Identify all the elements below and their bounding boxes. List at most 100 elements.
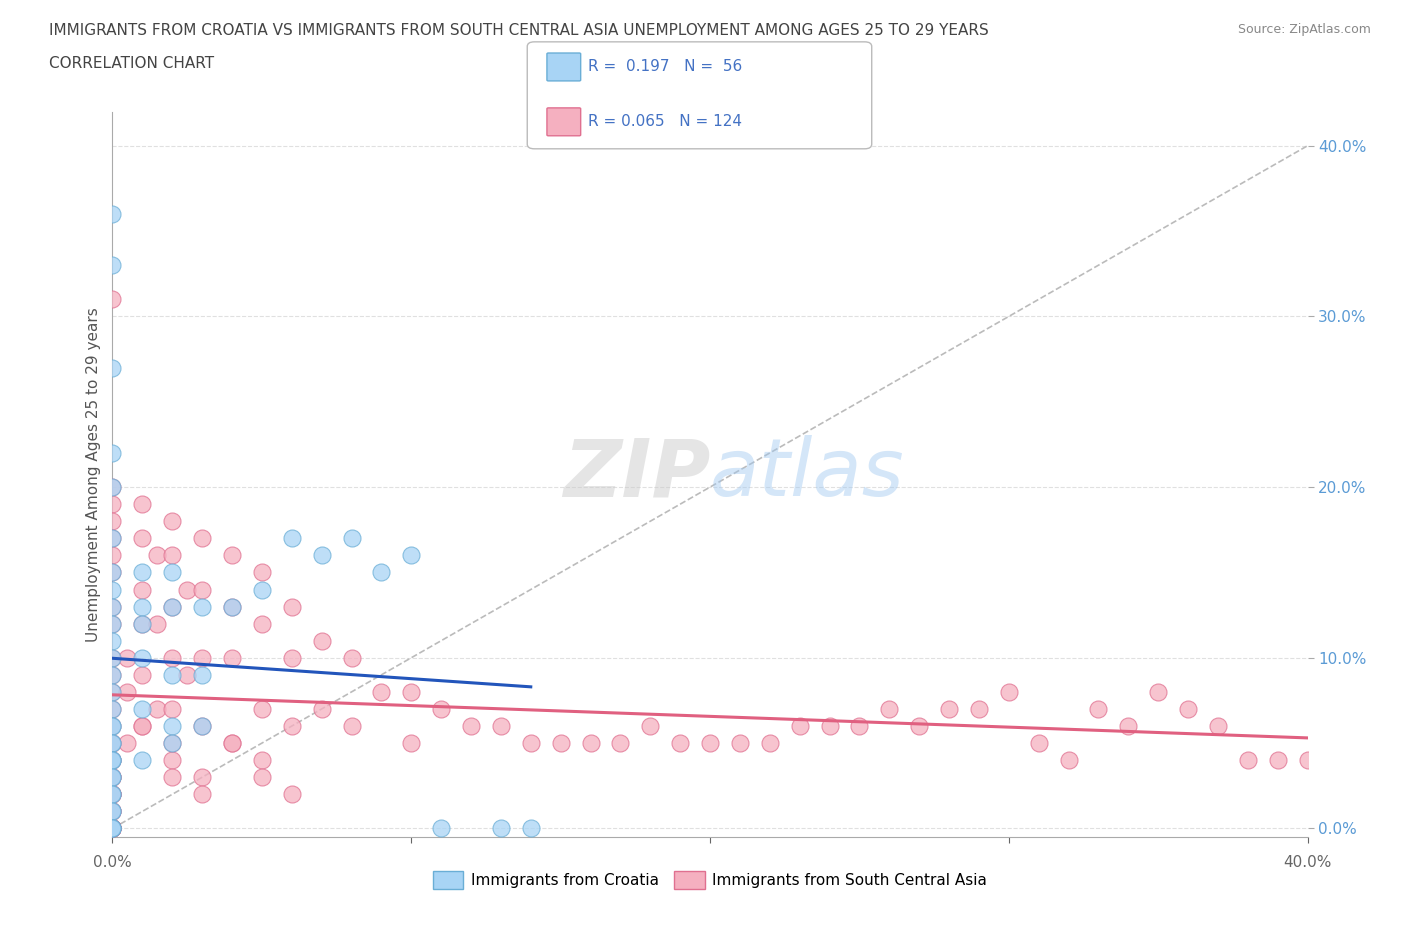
Point (162, 650, 183, 665)
Point (101, 821, 124, 836)
Point (101, 292, 124, 307)
Point (101, 480, 124, 495)
Point (191, 719, 214, 734)
Point (221, 599, 243, 614)
Point (101, 804, 124, 818)
Point (370, 565, 392, 580)
Point (162, 736, 183, 751)
Point (520, 736, 543, 751)
Point (101, 497, 124, 512)
Point (728, 736, 751, 751)
Point (311, 548, 333, 563)
Point (101, 752, 124, 767)
Point (311, 701, 333, 716)
Point (101, 599, 124, 614)
Y-axis label: Unemployment Among Ages 25 to 29 years: Unemployment Among Ages 25 to 29 years (86, 307, 101, 642)
Point (101, 701, 124, 716)
Point (131, 719, 153, 734)
Point (131, 565, 153, 580)
Point (101, 821, 124, 836)
Point (101, 617, 124, 631)
Point (101, 701, 124, 716)
Point (370, 684, 392, 699)
Point (101, 821, 124, 836)
Point (401, 736, 423, 751)
Point (281, 719, 304, 734)
Point (221, 548, 243, 563)
Point (101, 736, 124, 751)
Point (131, 668, 153, 683)
Point (221, 650, 243, 665)
Point (101, 821, 124, 836)
Point (101, 770, 124, 785)
Point (101, 668, 124, 683)
Point (101, 752, 124, 767)
Point (640, 719, 662, 734)
Point (131, 617, 153, 631)
Point (221, 736, 243, 751)
Point (131, 752, 153, 767)
Point (131, 719, 153, 734)
Point (101, 821, 124, 836)
Text: R =  0.197   N =  56: R = 0.197 N = 56 (588, 60, 742, 74)
Point (281, 599, 304, 614)
Point (101, 770, 124, 785)
Point (101, 599, 124, 614)
Point (101, 821, 124, 836)
Point (101, 821, 124, 836)
Point (101, 752, 124, 767)
Point (191, 650, 214, 665)
Point (162, 668, 183, 683)
Point (131, 599, 153, 614)
Point (101, 633, 124, 648)
Point (101, 770, 124, 785)
Text: 0.0%: 0.0% (93, 856, 132, 870)
Point (101, 565, 124, 580)
Point (699, 736, 721, 751)
Point (101, 787, 124, 802)
Point (250, 701, 273, 716)
Point (101, 821, 124, 836)
Point (1147, 684, 1170, 699)
Point (101, 821, 124, 836)
Point (401, 684, 423, 699)
Point (131, 582, 153, 597)
Point (101, 736, 124, 751)
Point (101, 650, 124, 665)
Point (101, 548, 124, 563)
Point (1087, 701, 1109, 716)
Point (101, 804, 124, 818)
Point (818, 719, 841, 734)
Point (101, 736, 124, 751)
Point (191, 599, 214, 614)
Point (191, 582, 214, 597)
Point (101, 821, 124, 836)
Point (998, 684, 1021, 699)
Point (101, 445, 124, 460)
Point (101, 617, 124, 631)
Point (221, 736, 243, 751)
Point (340, 531, 363, 546)
Point (460, 719, 482, 734)
Point (162, 565, 183, 580)
Point (191, 668, 214, 683)
Point (101, 719, 124, 734)
Point (101, 513, 124, 528)
Point (579, 736, 602, 751)
Point (101, 531, 124, 546)
Point (340, 650, 363, 665)
Point (250, 565, 273, 580)
Point (162, 736, 183, 751)
Point (101, 565, 124, 580)
Point (250, 582, 273, 597)
Point (250, 752, 273, 767)
Text: Source: ZipAtlas.com: Source: ZipAtlas.com (1237, 23, 1371, 36)
Point (101, 770, 124, 785)
Text: R = 0.065   N = 124: R = 0.065 N = 124 (588, 114, 742, 129)
Point (146, 617, 169, 631)
Point (101, 821, 124, 836)
Point (101, 821, 124, 836)
Point (101, 821, 124, 836)
Point (101, 258, 124, 272)
Point (191, 787, 214, 802)
